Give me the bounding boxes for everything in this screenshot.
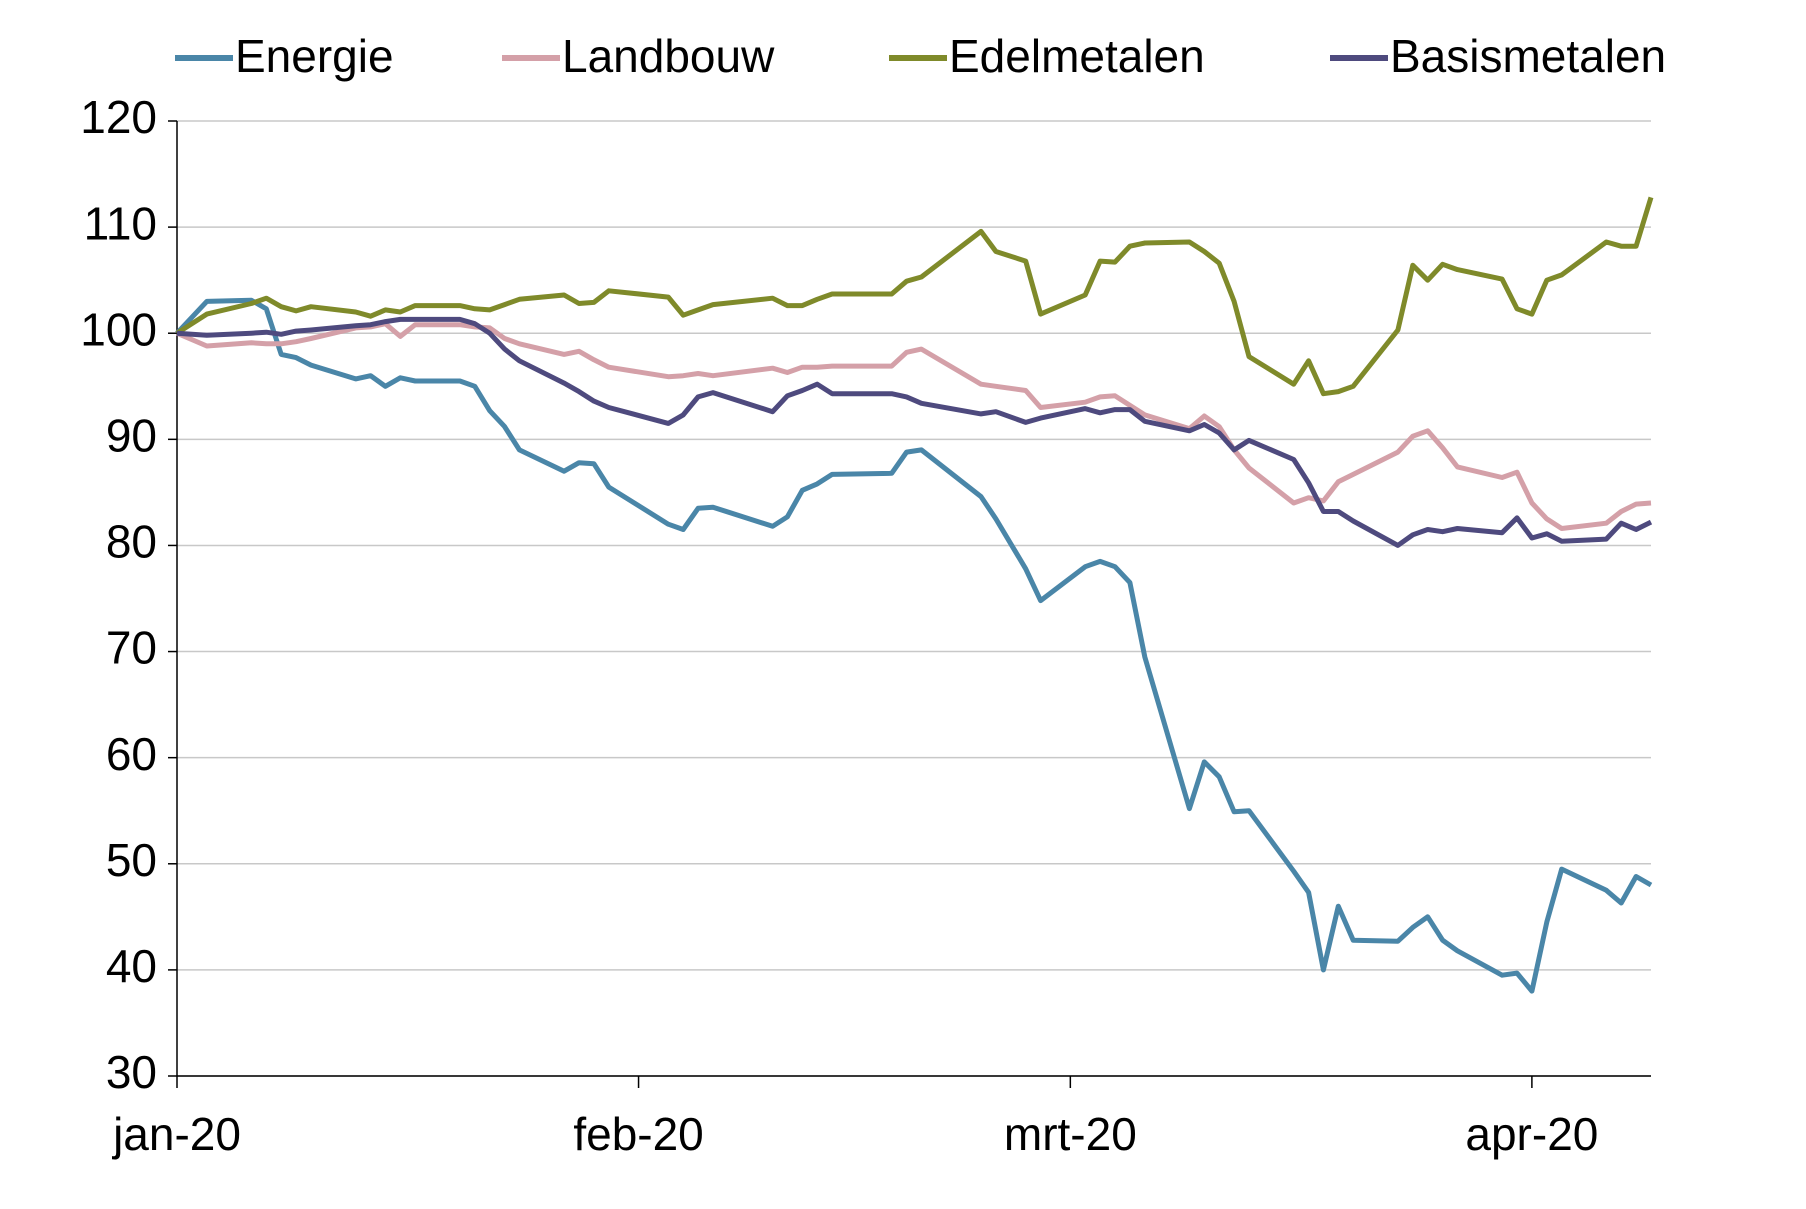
y-tick-label: 50 bbox=[106, 834, 157, 886]
series-line bbox=[176, 321, 1652, 531]
series-line bbox=[176, 316, 1653, 548]
y-tick-label: 80 bbox=[106, 516, 157, 568]
y-tick-label: 100 bbox=[80, 303, 157, 355]
legend-label: Energie bbox=[235, 30, 394, 82]
y-tick-label: 60 bbox=[106, 728, 157, 780]
legend-label: Basismetalen bbox=[1390, 30, 1666, 82]
y-tick-label: 70 bbox=[106, 622, 157, 674]
y-tick-label: 110 bbox=[84, 197, 157, 249]
y-tick-label: 90 bbox=[106, 409, 157, 461]
x-tick-label: apr-20 bbox=[1465, 1108, 1598, 1160]
series-line bbox=[175, 196, 1654, 397]
legend-label: Edelmetalen bbox=[949, 30, 1205, 82]
y-tick-label: 30 bbox=[106, 1046, 157, 1098]
y-tick-label: 120 bbox=[80, 91, 157, 143]
x-tick-label: jan-20 bbox=[111, 1108, 241, 1160]
x-tick-label: feb-20 bbox=[573, 1108, 703, 1160]
x-tick-label: mrt-20 bbox=[1004, 1108, 1137, 1160]
series-line bbox=[175, 297, 1653, 994]
y-tick-label: 40 bbox=[106, 940, 157, 992]
legend-label: Landbouw bbox=[562, 30, 775, 82]
